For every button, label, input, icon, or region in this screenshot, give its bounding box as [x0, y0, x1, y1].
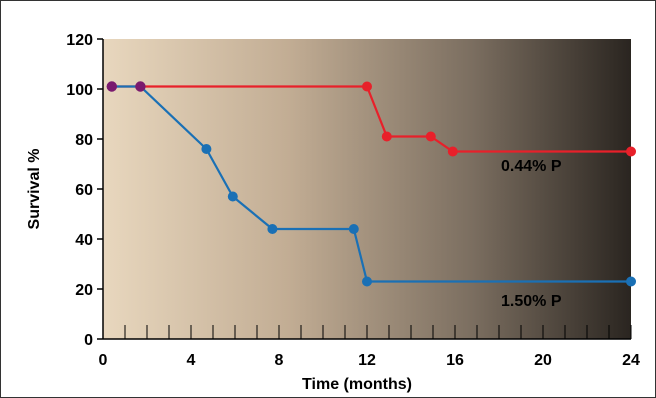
data-point-0: [362, 81, 372, 92]
y-tick-label: 40: [75, 232, 93, 249]
data-point-1: [362, 276, 372, 287]
x-tick-label: 4: [187, 352, 196, 369]
data-point-1: [267, 224, 278, 234]
data-point-1: [201, 144, 212, 154]
data-point-1: [348, 224, 359, 234]
y-tick-label: 60: [75, 182, 93, 199]
data-point-shared: [106, 81, 118, 92]
y-tick-label: 20: [75, 282, 93, 299]
data-point-1: [227, 191, 238, 202]
series-line-1: [111, 85, 631, 283]
series-layer: [106, 81, 636, 287]
x-tick-label: 0: [99, 352, 108, 369]
y-axis-title: Survival %: [26, 149, 43, 230]
x-tick-label: 16: [446, 352, 464, 369]
x-tick-label: 20: [534, 352, 552, 369]
series-label-150: 1.50% P: [501, 293, 562, 310]
axes: 0 20 40 60 80 100 120 0 4 8 12 16 20 24: [66, 32, 640, 369]
y-tick-label: 80: [75, 132, 93, 149]
data-point-0: [626, 146, 636, 157]
y-tick-label: 120: [66, 32, 93, 49]
x-tick-label: 8: [275, 352, 284, 369]
y-tick-label: 0: [84, 332, 93, 349]
x-tick-label: 24: [622, 352, 640, 369]
data-point-0: [447, 146, 458, 157]
x-axis-title: Time (months): [302, 376, 412, 393]
data-point-shared: [135, 81, 146, 92]
y-tick-label: 100: [66, 82, 93, 99]
series-label-044: 0.44% P: [501, 158, 562, 175]
data-point-0: [381, 131, 392, 142]
x-tick-label: 12: [358, 352, 376, 369]
data-point-1: [626, 276, 636, 287]
data-point-0: [425, 131, 436, 142]
